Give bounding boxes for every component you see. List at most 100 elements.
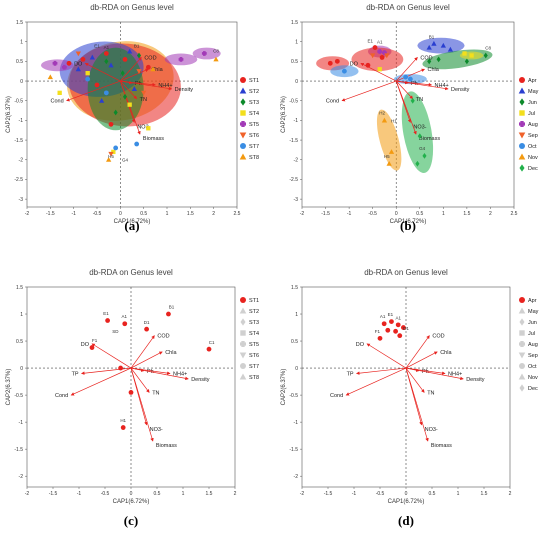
x-tick-label: 0.5 xyxy=(140,211,147,217)
legend-entry-label: Nov xyxy=(528,155,538,161)
env-vector-arrow xyxy=(405,367,464,381)
x-tick-label: 0 xyxy=(405,491,408,497)
data-point xyxy=(213,56,219,62)
data-point xyxy=(397,333,403,339)
panel-caption: (b) xyxy=(400,218,416,233)
legend-entry-label: ST1 xyxy=(249,298,259,304)
data-point xyxy=(431,40,437,46)
data-point xyxy=(113,145,119,151)
env-vector-label: DO xyxy=(74,61,83,67)
env-vector-arrow xyxy=(405,367,425,393)
plot-area: DOCODChlaPhNH4+DensityTNCondNO3-BiomassC… xyxy=(27,22,237,207)
x-tick-label: 1 xyxy=(457,491,460,497)
data-point xyxy=(401,325,406,330)
env-vector-label: TP xyxy=(72,371,79,377)
sample-label: D1 xyxy=(403,326,409,331)
data-point xyxy=(80,56,86,62)
legend-entry-label: Sep xyxy=(528,133,538,139)
legend-marker xyxy=(239,307,247,314)
env-vector-arrow xyxy=(130,367,150,393)
data-point xyxy=(447,46,454,52)
x-tick-label: 0.5 xyxy=(416,211,423,217)
legend-marker xyxy=(518,307,526,314)
sample-label: D1 xyxy=(144,320,150,325)
data-point xyxy=(365,62,371,68)
env-vector-arrow xyxy=(120,80,138,100)
x-axis-label: CAP1(6.72%) xyxy=(113,499,150,505)
data-point xyxy=(370,53,376,59)
legend-marker xyxy=(519,77,525,83)
data-point xyxy=(334,58,340,64)
x-tick-label: -1.5 xyxy=(324,491,333,497)
env-vector-label: COD xyxy=(420,55,432,61)
chart-panel-3: db-RDA on Genus levelDOCODChlaPhNH4+Dens… xyxy=(281,268,539,528)
env-vector-arrow xyxy=(120,80,173,91)
x-tick-label: 1 xyxy=(166,211,169,217)
env-vector-label: Chla xyxy=(427,67,439,73)
legend-entry-label: Oct xyxy=(528,364,537,370)
data-point xyxy=(377,335,383,341)
data-point xyxy=(426,44,432,50)
y-tick-label: -1.5 xyxy=(14,447,23,453)
y-tick-label: 0 xyxy=(20,79,23,85)
legend-entry-label: Jun xyxy=(528,100,537,106)
chart-panel-1: db-RDA on Genus levelDOCODChlaPhNH4+Dens… xyxy=(281,3,539,233)
data-point xyxy=(146,126,151,131)
data-point xyxy=(415,160,420,167)
env-vector-label: Chla xyxy=(165,350,177,356)
env-vector-arrow xyxy=(395,56,418,82)
legend-marker xyxy=(519,330,525,336)
data-point xyxy=(403,74,409,80)
data-point xyxy=(122,93,128,100)
y-tick-label: -2 xyxy=(294,158,299,164)
data-point xyxy=(105,318,110,323)
legend-entry-label: ST2 xyxy=(249,309,259,315)
env-vector-arrow xyxy=(84,63,121,82)
x-tick-label: 1.5 xyxy=(463,211,470,217)
data-point xyxy=(395,322,401,328)
legend-entry-label: ST5 xyxy=(249,342,259,348)
legend-marker xyxy=(239,153,247,160)
sample-label: A1 xyxy=(395,315,401,320)
env-vector-label: NO3- xyxy=(425,427,438,433)
legend-marker xyxy=(518,352,526,359)
env-vector-label: Density xyxy=(451,87,470,93)
y-tick-label: -1.5 xyxy=(14,138,23,144)
y-tick-label: 1.5 xyxy=(291,285,298,291)
y-tick-label: -0.5 xyxy=(289,99,298,105)
legend-marker xyxy=(519,384,525,392)
x-tick-label: 0 xyxy=(130,491,133,497)
sample-label: B1 xyxy=(169,305,175,310)
legend-entry-label: Jul xyxy=(528,111,535,117)
env-vector-arrow xyxy=(356,367,407,375)
env-vector-label: Cond xyxy=(326,99,339,105)
data-point xyxy=(440,42,446,48)
data-point xyxy=(75,66,81,72)
x-tick-label: 0.5 xyxy=(154,491,161,497)
sample-label: H1 xyxy=(391,118,397,123)
y-tick-label: -1 xyxy=(294,118,299,124)
legend-entry-label: May xyxy=(528,309,539,315)
legend-entry-label: ST3 xyxy=(249,100,259,106)
sample-label: C8 xyxy=(485,46,491,51)
x-tick-label: -1 xyxy=(77,491,82,497)
sample-label: H5 xyxy=(384,154,390,159)
legend-marker xyxy=(519,341,525,347)
data-point xyxy=(127,102,132,107)
data-point xyxy=(120,425,126,430)
chart-title: db-RDA on Genus level xyxy=(364,268,448,277)
y-tick-label: -0.5 xyxy=(289,393,298,399)
env-vector-label: Density xyxy=(466,377,485,383)
data-point xyxy=(469,53,474,58)
data-point xyxy=(144,326,150,332)
legend-entry-label: Dec xyxy=(528,166,538,172)
sample-label: E1 xyxy=(103,311,109,316)
data-point xyxy=(342,68,347,74)
data-point xyxy=(99,97,105,103)
x-axis-label: CAP1(6.72%) xyxy=(114,219,151,225)
data-point xyxy=(389,319,394,324)
env-vector-arrow xyxy=(395,80,417,135)
x-tick-label: 0 xyxy=(119,211,122,217)
data-point xyxy=(108,62,114,68)
y-tick-label: 1 xyxy=(295,39,298,45)
